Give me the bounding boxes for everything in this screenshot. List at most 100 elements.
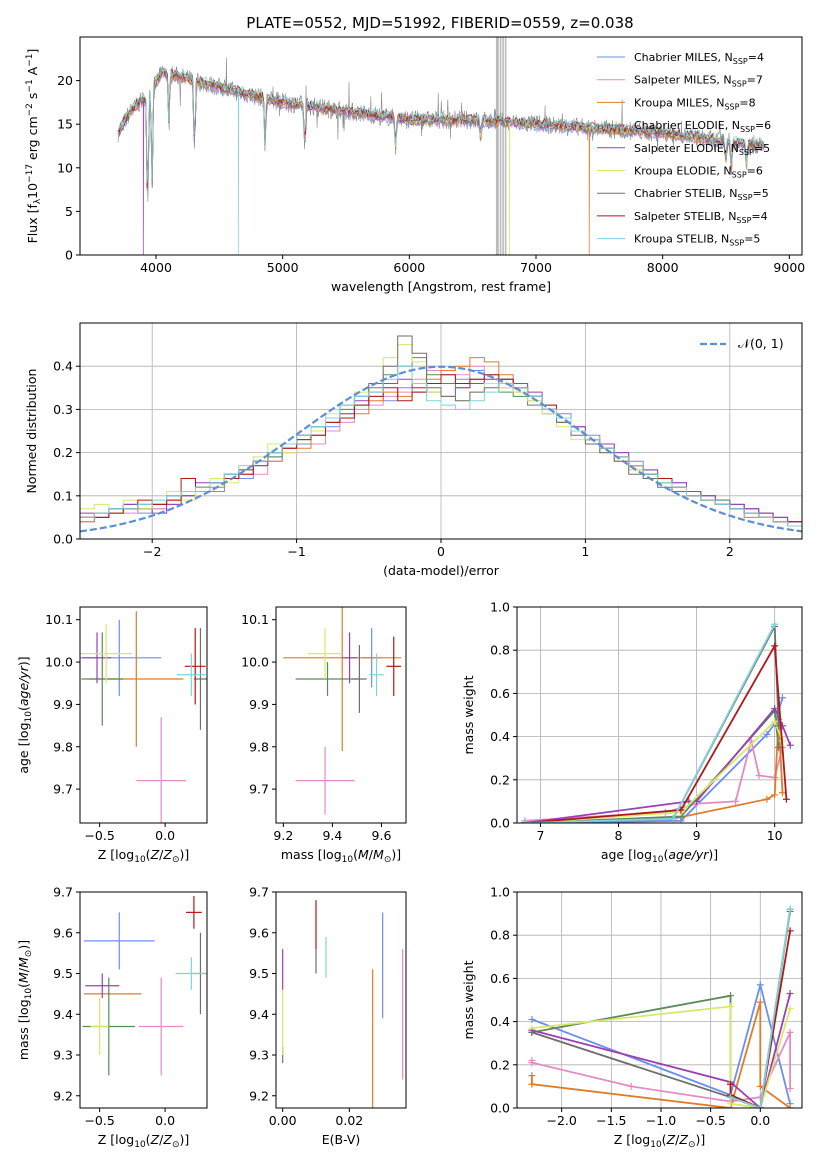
legend-label-salpeter_elodie: Salpeter ELODIE, NSSP=5 [634, 142, 770, 157]
legend-label-kroupa_elodie: Kroupa ELODIE, NSSP=6 [634, 165, 763, 180]
weight-marker-chabrier_stelib [528, 1028, 536, 1036]
y-tick-label: 9.4 [53, 1007, 73, 1022]
y-axis-label: mass [log10(M/M⊙)] [16, 940, 34, 1060]
y-axis-label: mass weight [461, 675, 476, 754]
weight-marker-chabrier_miles [763, 730, 771, 738]
mass-vs-metallicity-panel: −0.5 0.0 9.2 9.3 9.4 9.5 9.6 9.7 Z [log10(Z/Z⊙)]… [16, 885, 208, 1150]
plot-area [117, 37, 765, 255]
axes-frame [275, 891, 407, 1109]
x-tick-label: 0.0 [155, 828, 175, 843]
legend-label-salpeter_miles: Salpeter MILES, NSSP=7 [634, 74, 763, 89]
weight-marker-chabrier_elodie [727, 992, 735, 1000]
x-tick-label: 9000 [773, 260, 805, 275]
y-tick-label: 9.9 [53, 697, 73, 712]
weight-marker-kroupa_miles [756, 998, 764, 1006]
weight-marker-kroupa_elodie [727, 1002, 735, 1010]
legend-label-kroupa_miles: Kroupa MILES, NSSP=8 [634, 96, 756, 111]
y-tick-label: 9.7 [249, 782, 269, 797]
weight-marker-chabrier_miles [756, 981, 764, 989]
weight-marker-salpeter_stelib [727, 1080, 735, 1088]
y-tick-label: 0.4 [53, 359, 73, 374]
weight-marker-kroupa_miles [786, 1104, 794, 1108]
y-tick-label: 9.2 [249, 1088, 269, 1103]
x-tick-label: 0.02 [335, 1113, 363, 1128]
x-axis-label: (data-model)/error [383, 563, 500, 578]
grid-lines [80, 323, 802, 540]
legend-label-chabrier_elodie: Chabrier ELODIE, NSSP=6 [634, 119, 771, 134]
legend-label-normal: 𝒩(0, 1) [738, 336, 784, 351]
y-axis-label: mass weight [461, 960, 476, 1039]
x-tick-label: 8 [615, 828, 623, 843]
y-tick-label: 0.6 [490, 686, 510, 701]
weight-line-salpeter_stelib [524, 642, 788, 823]
y-tick-label: 9.3 [53, 1048, 73, 1063]
weight-marker-kroupa_miles [756, 1082, 764, 1090]
age-vs-mass-panel: 9.2 9.4 9.6 9.7 9.8 9.9 10.0 10.1 mass [log10(M/… [241, 606, 407, 865]
y-tick-label: 9.8 [249, 739, 269, 754]
x-tick-label: −1 [287, 544, 305, 559]
x-tick-label: 0 [437, 544, 445, 559]
y-tick-label: 10.1 [241, 612, 269, 627]
mass-weight-vs-age-panel: 7 8 9 10 0.0 0.2 0.4 0.6 0.8 1.0 age [log10(age/yr… [461, 600, 803, 865]
y-tick-label: 9.9 [249, 697, 269, 712]
weight-marker-salpeter_elodie [786, 741, 794, 749]
legend-label-kroupa_stelib: Kroupa STELIB, NSSP=5 [634, 233, 760, 248]
weight-line-chabrier_miles [531, 981, 791, 1104]
y-tick-label: 9.3 [249, 1048, 269, 1063]
y-tick-label: 9.4 [249, 1007, 269, 1022]
y-tick-label: 9.2 [53, 1088, 73, 1103]
weight-line-chabrier_stelib [524, 623, 780, 823]
grid-lines [517, 891, 802, 1109]
y-tick-label: 0.4 [490, 1014, 510, 1029]
weight-line-kroupa_elodie [524, 719, 784, 823]
x-tick-label: 9.4 [322, 828, 342, 843]
x-tick-label: 2 [726, 544, 734, 559]
plot-area [82, 896, 207, 1076]
y-tick-label: 10.0 [241, 655, 269, 670]
weight-marker-kroupa_elodie [727, 1100, 735, 1108]
weight-marker-salpeter_elodie [693, 797, 701, 805]
weight-marker-salpeter_stelib [771, 642, 779, 650]
y-tick-label: 10.0 [45, 655, 73, 670]
weight-marker-kroupa_stelib [521, 819, 529, 823]
y-axis-label: age [log10(age/yr)] [16, 656, 34, 773]
weight-marker-salpeter_miles [627, 1082, 635, 1090]
y-tick-label: 9.7 [249, 885, 269, 900]
x-axis-label: Z [log10(Z/Z⊙)] [98, 847, 190, 865]
y-tick-label: 0.8 [490, 643, 510, 658]
y-tick-label: 0.8 [490, 928, 510, 943]
weight-marker-salpeter_miles [528, 1059, 536, 1067]
y-tick-label: 0.0 [490, 816, 510, 831]
x-axis-label: age [log10(age/yr)] [601, 847, 718, 865]
y-tick-label: 9.5 [249, 966, 269, 981]
weight-line-kroupa_stelib [730, 909, 791, 1108]
x-tick-label: −1.5 [596, 1113, 626, 1128]
y-tick-label: 0 [65, 248, 73, 263]
y-tick-label: 5 [65, 204, 73, 219]
x-tick-label: 0.0 [155, 1113, 175, 1128]
y-tick-label: 9.7 [53, 885, 73, 900]
x-tick-label: 1 [581, 544, 589, 559]
spectrum-panel: Chabrier MILES, NSSP=4 Salpeter MILES, NS… [25, 36, 805, 294]
x-tick-label: 6000 [393, 260, 425, 275]
weight-marker-chabrier_elodie [775, 743, 783, 751]
age-vs-metallicity-panel: −0.5 0.0 9.7 9.8 9.9 10.0 10.1 Z [log10(Z/Z⊙)] a… [16, 606, 208, 865]
y-tick-label: 15 [57, 117, 73, 132]
x-tick-label: −1.0 [646, 1113, 676, 1128]
x-tick-label: −2.0 [547, 1113, 577, 1128]
axes-frame [516, 606, 803, 824]
weight-marker-chabrier_miles [528, 1015, 536, 1023]
legend-label-chabrier_miles: Chabrier MILES, NSSP=4 [634, 51, 764, 66]
y-tick-label: 9.7 [53, 782, 73, 797]
y-tick-label: 0.0 [53, 532, 73, 547]
x-axis-label: wavelength [Angstrom, rest frame] [331, 279, 551, 294]
weight-marker-salpeter_miles [755, 771, 763, 779]
mass-weight-vs-metallicity-panel: −2.0 −1.5 −1.0 −0.5 0.0 0.0 0.2 0.4 0.6 0.8 1.0 Z [… [461, 885, 803, 1150]
weight-marker-kroupa_elodie [771, 717, 779, 725]
y-tick-label: 20 [57, 73, 73, 88]
x-tick-label: 10 [767, 828, 783, 843]
y-tick-label: 0.6 [490, 971, 510, 986]
y-tick-label: 0.2 [53, 445, 73, 460]
weight-marker-salpeter_miles [786, 1028, 794, 1036]
